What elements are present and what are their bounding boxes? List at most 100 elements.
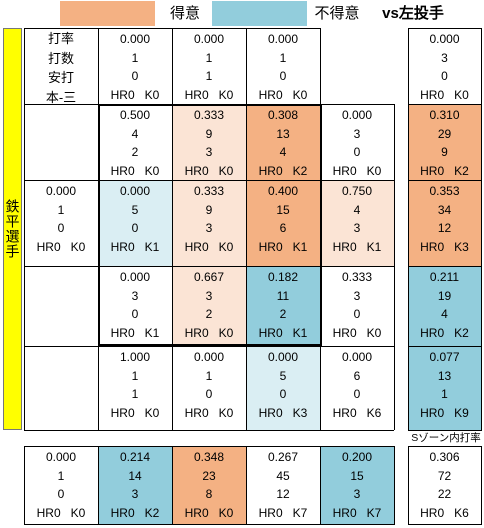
batting-average: 0.000 [45, 184, 77, 198]
strike-zone-border [98, 104, 100, 346]
strikeouts: K1 [292, 239, 308, 254]
hits: 3 [353, 221, 361, 235]
at-bats: 3 [131, 288, 139, 303]
batting-average: 0.750 [341, 184, 373, 198]
batting-average: 0.000 [267, 32, 299, 46]
home-runs: HR0 [110, 239, 135, 254]
home-runs: HR0 [110, 163, 135, 178]
strike-zone-border [98, 104, 322, 106]
grid-line [24, 266, 394, 267]
hr-strikeout-line: HR0 K0 [320, 162, 394, 181]
grid-line [408, 524, 482, 525]
hr-strikeout-line: HR0 K0 [24, 504, 98, 523]
hr-strikeout-line: HR0 K0 [172, 162, 246, 181]
column-total-3: 0.348 23 8 HR0 K0 [172, 446, 246, 524]
zone-cell-r3-c4: 0.400 15 6 HR0 K1 [246, 180, 320, 266]
row-total-2: 0.310 29 9 HR0 K2 [408, 104, 481, 180]
grid-line [24, 346, 394, 347]
grid-line [24, 430, 394, 431]
batting-average: 0.267 [267, 450, 299, 464]
hr-strikeout-line: HR0 K2 [408, 324, 481, 343]
strikeouts: K0 [218, 87, 234, 102]
strikeouts: K0 [454, 87, 469, 102]
home-runs: HR0 [110, 405, 135, 420]
at-bats: 1 [205, 368, 213, 383]
at-bats: 1 [57, 468, 65, 483]
hits: 1 [131, 387, 139, 401]
hits: 2 [131, 145, 139, 159]
batting-average: 0.000 [341, 350, 373, 364]
batting-average: 0.182 [267, 270, 299, 284]
zone-cell-r4-c4: 0.182 11 2 HR0 K1 [246, 266, 320, 346]
home-runs: HR0 [420, 163, 445, 178]
legend-bad-swatch [212, 1, 307, 26]
row-header-label: 本-三 [45, 89, 77, 105]
column-total-5: 0.200 15 3 HR0 K7 [320, 446, 394, 524]
batting-average: 0.000 [45, 450, 77, 464]
grid-line [172, 446, 173, 525]
hits: 0 [279, 387, 287, 401]
batting-average: 0.310 [429, 108, 460, 122]
hr-strikeout-line: HR0 K2 [408, 162, 481, 181]
batting-average: 0.000 [429, 32, 460, 46]
grid-line [24, 28, 25, 430]
column-total-4: 0.267 45 12 HR0 K7 [246, 446, 320, 524]
zone-cell-r5-c2: 1.000 1 1 HR0 K0 [98, 346, 172, 430]
at-bats: 1 [279, 50, 287, 65]
zone-cell-r2-c3: 0.333 9 3 HR0 K0 [172, 104, 246, 180]
at-bats: 1 [205, 50, 213, 65]
grid-line [408, 430, 482, 431]
home-runs: HR0 [332, 325, 357, 340]
zone-cell-r5-c5: 0.000 6 0 HR0 K6 [320, 346, 394, 430]
hits: 1 [441, 387, 448, 401]
strikeouts: K0 [366, 163, 382, 178]
strikeouts: K0 [366, 325, 382, 340]
strikeouts: K0 [70, 505, 86, 520]
strikeouts: K1 [292, 325, 308, 340]
at-bats: 1 [131, 368, 139, 383]
home-runs: HR0 [184, 163, 209, 178]
vs-left-pitcher-label: vs左投手 [382, 5, 444, 22]
hits: 8 [205, 487, 213, 501]
strikeouts: K2 [454, 325, 469, 340]
hits: 0 [205, 387, 213, 401]
batting-average: 0.308 [267, 108, 299, 122]
hits: 6 [279, 221, 287, 235]
at-bats: 3 [353, 126, 361, 141]
at-bats: 15 [276, 202, 290, 217]
zone-cell-r4-c3: 0.667 3 2 HR0 K0 [172, 266, 246, 346]
hits: 0 [279, 69, 287, 83]
hits: 2 [205, 307, 213, 321]
row-total-3: 0.353 34 12 HR0 K3 [408, 180, 481, 266]
hits: 0 [441, 69, 448, 83]
grid-line [24, 28, 320, 29]
strikeouts: K1 [144, 239, 160, 254]
zone-cell-r1-c3: 0.000 1 1 HR0 K0 [172, 28, 246, 104]
home-runs: HR0 [184, 325, 209, 340]
hits: 0 [57, 487, 65, 501]
hits: 3 [205, 145, 213, 159]
at-bats: 1 [131, 50, 139, 65]
home-runs: HR0 [110, 87, 135, 102]
home-runs: HR0 [420, 325, 445, 340]
home-runs: HR0 [420, 87, 445, 102]
home-runs: HR0 [332, 405, 357, 420]
hr-strikeout-line: HR0 K0 [246, 86, 320, 105]
strikeouts: K1 [144, 325, 160, 340]
column-total-2: 0.214 14 3 HR0 K2 [98, 446, 172, 524]
strikeouts: K0 [70, 239, 86, 254]
zone-cell-r5-c4: 0.000 5 0 HR0 K3 [246, 346, 320, 430]
hits: 1 [205, 69, 213, 83]
home-runs: HR0 [258, 163, 283, 178]
at-bats: 5 [279, 368, 287, 383]
home-runs: HR0 [110, 325, 135, 340]
legend-bad-label: 不得意 [314, 5, 360, 22]
home-runs: HR0 [258, 239, 283, 254]
hr-strikeout-line: HR0 K1 [320, 238, 394, 257]
hr-strikeout-line: HR0 K2 [246, 162, 320, 181]
hits: 9 [441, 145, 448, 159]
grid-line [408, 28, 482, 29]
at-bats: 19 [437, 288, 452, 303]
grid-line [408, 266, 482, 267]
grid-line [98, 446, 99, 525]
